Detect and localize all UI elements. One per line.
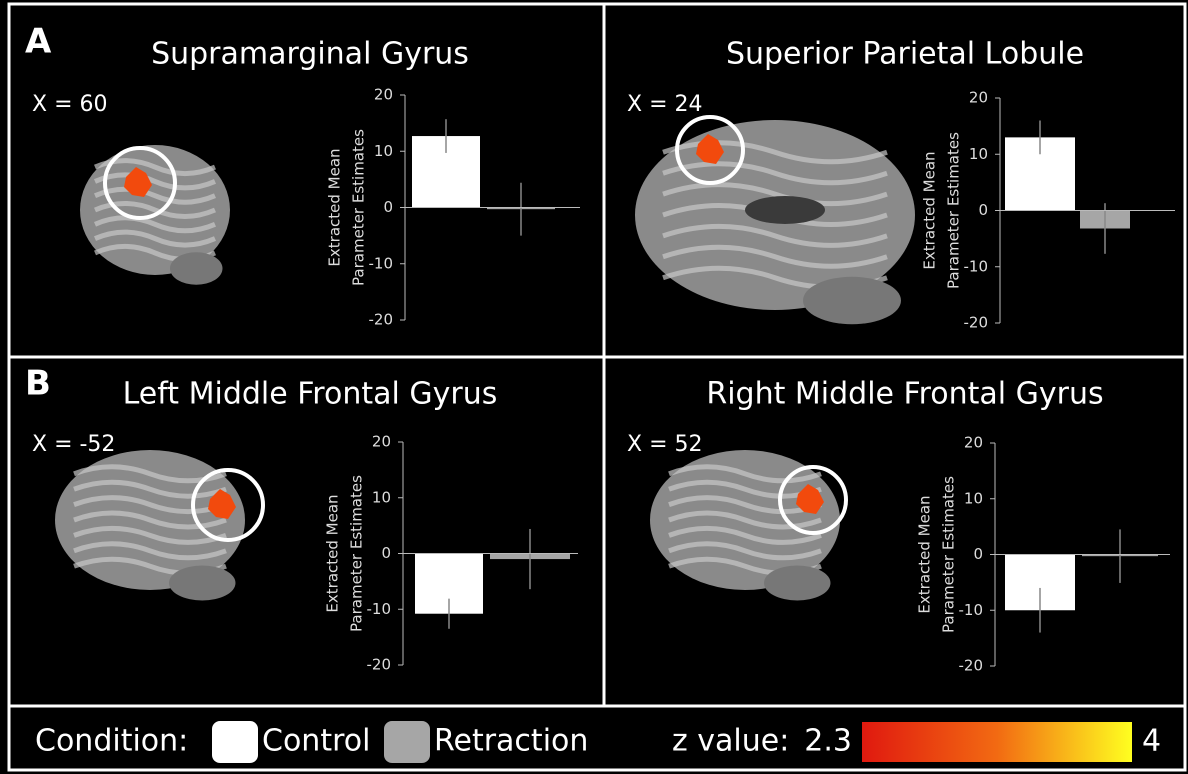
y-axis-label: Parameter Estimates (945, 132, 963, 289)
legend-title: Condition: (35, 724, 188, 759)
y-tick-label: 0 (383, 198, 393, 216)
panel-letter: A (25, 22, 52, 62)
y-tick-label: 10 (372, 488, 391, 506)
legend-swatch (212, 721, 258, 763)
panel-title: Right Middle Frontal Gyrus (706, 377, 1103, 412)
y-axis-label: Extracted Mean (916, 495, 934, 613)
slice-label: X = 52 (627, 432, 703, 457)
colorbar-label: z value: (672, 724, 789, 759)
brain-cerebellum (170, 252, 223, 285)
panel-letter: B (25, 364, 51, 404)
panel-title: Supramarginal Gyrus (151, 37, 469, 72)
brain-cerebellum (764, 566, 831, 601)
y-tick-label: -10 (964, 257, 989, 275)
y-tick-label: 20 (374, 86, 393, 104)
y-axis-label: Parameter Estimates (350, 129, 368, 286)
y-axis-label: Parameter Estimates (348, 475, 366, 632)
y-tick-label: 0 (381, 544, 391, 562)
y-tick-label: 20 (969, 89, 988, 107)
y-tick-label: 0 (973, 545, 983, 563)
slice-label: X = 24 (627, 92, 703, 117)
y-tick-label: -10 (959, 601, 984, 619)
brain-cerebellum (169, 566, 236, 601)
panel-title: Superior Parietal Lobule (726, 37, 1084, 72)
y-tick-label: -20 (369, 311, 394, 329)
y-axis-label: Extracted Mean (921, 151, 939, 269)
y-tick-label: -20 (964, 314, 989, 332)
y-tick-label: 0 (978, 201, 988, 219)
y-tick-label: 10 (374, 142, 393, 160)
y-axis-label: Extracted Mean (326, 148, 344, 266)
y-tick-label: -20 (367, 656, 392, 674)
y-tick-label: -20 (959, 657, 984, 675)
y-tick-label: 10 (964, 489, 983, 507)
colorbar-max: 4 (1142, 724, 1161, 759)
y-axis-label: Extracted Mean (324, 494, 342, 612)
colorbar-min: 2.3 (804, 724, 852, 759)
slice-label: X = 60 (32, 92, 108, 117)
y-axis-label: Parameter Estimates (940, 476, 958, 633)
colorbar (862, 722, 1132, 762)
legend-label: Control (262, 724, 370, 759)
brain-cerebellum (803, 277, 901, 325)
y-tick-label: 20 (964, 434, 983, 452)
slice-label: X = -52 (32, 432, 115, 457)
y-tick-label: -10 (369, 254, 394, 272)
panel-title: Left Middle Frontal Gyrus (123, 377, 498, 412)
y-tick-label: 20 (372, 433, 391, 451)
legend-swatch (384, 721, 430, 763)
y-tick-label: 10 (969, 145, 988, 163)
y-tick-label: -10 (367, 600, 392, 618)
figure: Condition: Control Retraction z value: 2… (0, 0, 1188, 774)
legend-label: Retraction (434, 724, 588, 759)
brain-ventricle (745, 196, 825, 224)
